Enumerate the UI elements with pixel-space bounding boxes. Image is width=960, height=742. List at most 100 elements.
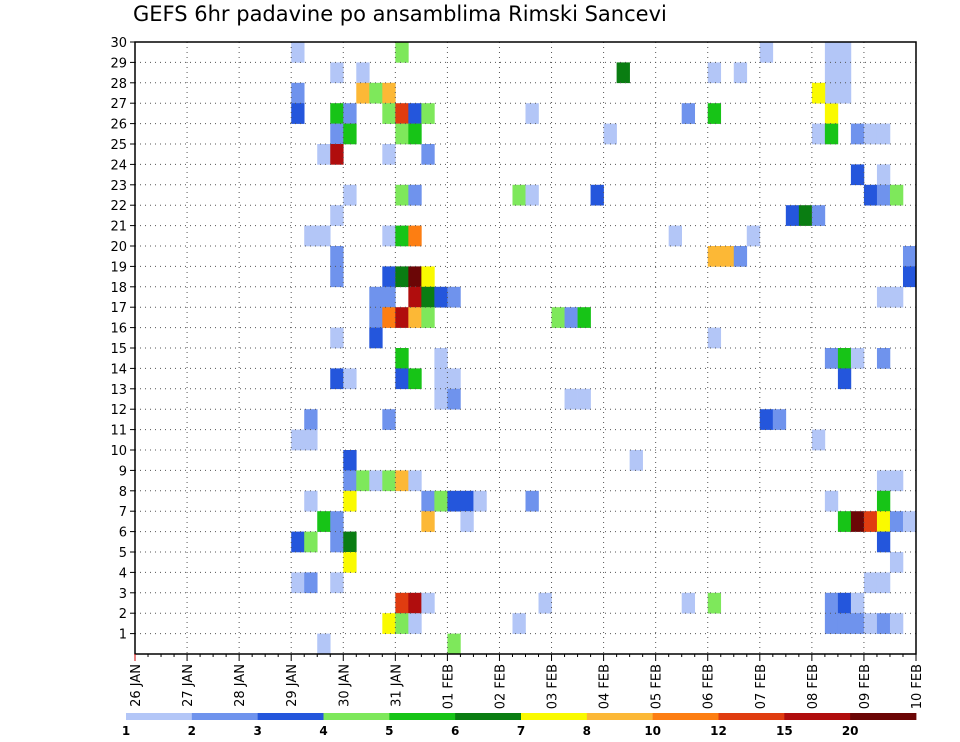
- y-tick-label: 13: [110, 383, 127, 398]
- heatmap-cell: [343, 490, 357, 512]
- x-tick-label: 31 JAN: [389, 664, 404, 707]
- y-tick-label: 9: [119, 464, 127, 479]
- heatmap-cell: [421, 511, 435, 532]
- heatmap-cell: [382, 470, 396, 492]
- heatmap-cell: [343, 552, 357, 573]
- x-tick-label: 01 FEB: [441, 664, 456, 709]
- colorbar-swatch: [850, 713, 917, 720]
- heatmap-cell: [330, 368, 344, 390]
- heatmap-cell: [876, 470, 891, 492]
- heatmap-cell: [395, 184, 409, 206]
- colorbar-swatch: [652, 713, 719, 720]
- heatmap-cell: [811, 205, 826, 226]
- heatmap-cell: [291, 429, 305, 451]
- heatmap-cell: [876, 511, 891, 532]
- heatmap-cell: [538, 592, 552, 614]
- heatmap-cell: [876, 613, 891, 634]
- colorbar-swatch: [126, 713, 193, 720]
- x-tick-label: 02 FEB: [493, 664, 508, 709]
- heatmap-cell: [369, 327, 383, 349]
- x-tick-label: 08 FEB: [806, 664, 821, 709]
- heatmap-cell: [408, 286, 422, 308]
- heatmap-cell: [421, 144, 435, 165]
- y-tick-label: 6: [119, 526, 127, 541]
- y-tick-label: 7: [119, 505, 127, 520]
- heatmap-cell: [408, 123, 422, 145]
- heatmap-cell: [850, 348, 865, 369]
- heatmap-cell: [369, 82, 383, 104]
- heatmap-cell: [421, 490, 435, 512]
- heatmap-cell: [395, 470, 409, 492]
- heatmap-cell: [395, 348, 409, 369]
- heatmap-cell: [382, 266, 396, 288]
- heatmap-cell: [850, 123, 865, 145]
- y-tick-label: 12: [110, 403, 127, 418]
- heatmap-cell: [447, 368, 461, 390]
- heatmap-cell: [408, 307, 422, 328]
- heatmap-cell: [343, 450, 357, 471]
- heatmap-cell: [447, 286, 461, 308]
- x-tick-label: 05 FEB: [650, 664, 665, 709]
- y-tick-label: 18: [110, 281, 127, 296]
- x-tick-label: 26 JAN: [129, 664, 144, 707]
- colorbar-swatch: [323, 713, 390, 720]
- colorbar-label: 1: [122, 724, 130, 738]
- heatmap-cell: [824, 348, 839, 369]
- y-tick-label: 20: [110, 240, 127, 255]
- heatmap-cell: [889, 511, 904, 532]
- heatmap-cell: [408, 184, 422, 206]
- heatmap-cell: [382, 307, 396, 328]
- heatmap-cell: [356, 470, 370, 492]
- heatmap-cell: [850, 613, 865, 634]
- heatmap-cell: [447, 633, 461, 655]
- heatmap-cell: [863, 613, 878, 634]
- colorbar-label: 7: [517, 724, 525, 738]
- colorbar-label: 10: [644, 724, 661, 738]
- heatmap-cell: [330, 511, 344, 532]
- heatmap-cell: [876, 286, 891, 308]
- heatmap-cell: [811, 82, 826, 104]
- heatmap-cell: [837, 511, 852, 532]
- heatmap-cell: [395, 103, 409, 124]
- y-tick-label: 16: [110, 322, 127, 337]
- y-tick-label: 5: [119, 546, 127, 561]
- heatmap-cell: [317, 511, 331, 532]
- heatmap-cell: [408, 470, 422, 492]
- heatmap-cell: [811, 123, 826, 145]
- heatmap-cell: [850, 164, 865, 186]
- heatmap-cell: [876, 490, 891, 512]
- colorbar-label: 3: [253, 724, 261, 738]
- heatmap-cell: [889, 613, 904, 634]
- colorbar-label: 8: [583, 724, 591, 738]
- heatmap-cell: [291, 82, 305, 104]
- heatmap-cell: [707, 62, 722, 84]
- heatmap-cell: [512, 613, 526, 634]
- heatmap-cell: [876, 164, 891, 186]
- heatmap-cell: [343, 470, 357, 492]
- heatmap-cell: [330, 327, 344, 349]
- heatmap-cell: [837, 42, 852, 63]
- heatmap-cell: [408, 225, 422, 247]
- y-tick-label: 30: [110, 36, 127, 51]
- heatmap-cell: [603, 123, 617, 145]
- heatmap-cell: [824, 592, 839, 614]
- heatmap-cell: [330, 266, 344, 288]
- heatmap-cell: [395, 307, 409, 328]
- heatmap-cell: [408, 592, 422, 614]
- x-tick-label: 06 FEB: [702, 664, 717, 709]
- heatmap-cell: [343, 123, 357, 145]
- heatmap-cell: [304, 572, 318, 594]
- heatmap-cell: [876, 531, 891, 553]
- heatmap-cell: [551, 307, 565, 328]
- heatmap-cell: [629, 450, 643, 471]
- heatmap-cell: [330, 205, 344, 226]
- heatmap-cell: [317, 144, 331, 165]
- cells-layer: [291, 42, 917, 655]
- heatmap-cell: [304, 490, 318, 512]
- chart-title: GEFS 6hr padavine po ansamblima Rimski S…: [133, 2, 667, 26]
- heatmap-cell: [434, 388, 448, 410]
- heatmap-cell: [746, 225, 761, 247]
- colorbar-swatch: [389, 713, 456, 720]
- heatmap-cell: [616, 62, 630, 84]
- heatmap-cell: [837, 82, 852, 104]
